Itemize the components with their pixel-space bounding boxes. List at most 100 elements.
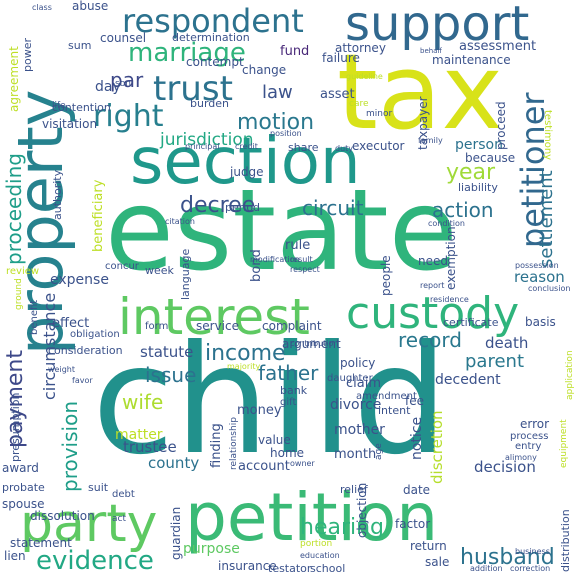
word: review: [6, 266, 40, 277]
word: owner: [290, 459, 315, 468]
word: expense: [50, 272, 109, 288]
word: settlement: [536, 170, 557, 268]
word: county: [148, 454, 200, 472]
word: proceed: [494, 101, 508, 150]
word: result: [290, 255, 313, 264]
word: portion: [300, 539, 333, 549]
word: form: [145, 321, 169, 332]
word: evidence: [36, 546, 154, 576]
word: proceeding: [2, 153, 26, 265]
word: maintenance: [432, 53, 511, 67]
word: person: [455, 137, 503, 153]
word: presumption: [9, 392, 22, 462]
word: alimony: [505, 453, 537, 462]
word: sale: [425, 555, 450, 569]
word: abuse: [72, 0, 109, 13]
word: probate: [2, 481, 45, 494]
word: relief: [340, 483, 368, 496]
word: assessment: [459, 39, 537, 54]
word: day: [95, 79, 121, 95]
word: citation: [165, 217, 195, 226]
word: par: [110, 68, 144, 92]
word: husband: [460, 545, 555, 570]
word: class: [32, 3, 52, 12]
word: education: [300, 551, 340, 560]
word: attorney: [335, 41, 386, 55]
word: interest: [118, 288, 310, 346]
word: objection: [355, 482, 369, 538]
word: tax: [337, 31, 504, 153]
word: intent: [378, 404, 411, 417]
word: benefit: [29, 299, 40, 335]
word: return: [410, 539, 447, 553]
word: circuit: [302, 196, 364, 220]
word: distribution: [559, 509, 572, 572]
word: guideline: [346, 72, 383, 81]
word: duty: [335, 144, 354, 153]
word: language: [179, 248, 192, 300]
word: finding: [209, 423, 224, 468]
word: income: [205, 341, 286, 366]
word: error: [520, 417, 550, 431]
word: period: [225, 201, 261, 214]
word: act: [112, 514, 126, 524]
word: decedent: [435, 372, 501, 388]
word: motion: [237, 110, 315, 135]
word: contempt: [186, 55, 244, 69]
word: support: [345, 0, 530, 52]
word: purpose: [183, 541, 240, 557]
word: section: [130, 125, 361, 199]
word: concur: [105, 261, 139, 272]
word: week: [145, 264, 174, 277]
word: money: [237, 403, 282, 418]
word: share: [288, 141, 319, 154]
word: residence: [430, 295, 469, 304]
word: power: [21, 38, 34, 72]
word: life: [52, 101, 66, 111]
word: favor: [72, 376, 93, 385]
word: counsel: [100, 31, 147, 45]
word: amendment: [356, 391, 417, 402]
word: trust: [153, 69, 233, 109]
word: rule: [285, 238, 311, 253]
word: reason: [514, 268, 565, 286]
word: custody: [346, 288, 520, 339]
word: right: [93, 99, 164, 134]
word: visitation: [42, 117, 98, 131]
word: relationship: [229, 417, 239, 470]
word: action: [432, 198, 494, 222]
word: sum: [68, 39, 92, 52]
word: modification: [250, 255, 300, 264]
word: argument: [282, 337, 341, 351]
word: parent: [465, 351, 525, 372]
word: factor: [395, 517, 431, 531]
word: fee: [405, 394, 424, 408]
word: school: [310, 562, 346, 575]
word: month: [334, 447, 377, 462]
word: decision: [474, 458, 536, 476]
word: principal: [185, 142, 220, 151]
word: statute: [140, 343, 194, 361]
word: agreement: [7, 46, 21, 112]
word: provision: [58, 401, 82, 492]
word: dissolution: [30, 509, 95, 523]
word: discretion: [428, 410, 446, 484]
word: marriage: [128, 38, 246, 68]
word: spouse: [2, 497, 45, 511]
word: minor: [366, 109, 393, 119]
word: possession: [515, 261, 559, 270]
word: divorce: [330, 397, 382, 413]
word: determination: [172, 31, 250, 44]
word: bank: [280, 384, 308, 397]
word: matter: [115, 427, 163, 443]
word: policy: [340, 356, 376, 370]
word: judge: [230, 165, 264, 179]
word: son: [115, 79, 131, 89]
word: burden: [190, 97, 230, 110]
word: death: [485, 334, 529, 352]
word: conclusion: [528, 284, 571, 293]
word: credit: [235, 142, 258, 151]
word: contribution: [290, 339, 339, 348]
word: value: [258, 433, 291, 447]
